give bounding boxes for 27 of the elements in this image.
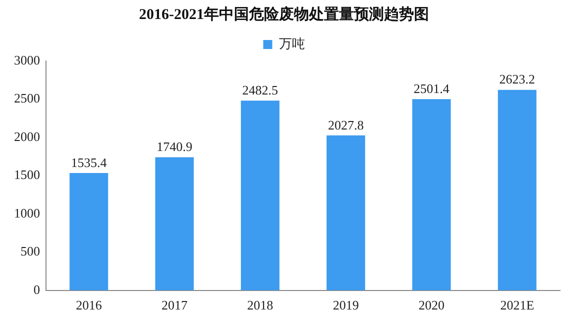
data-label: 1535.4 <box>70 154 108 170</box>
y-tick-label: 2000 <box>14 128 40 144</box>
data-label: 2623.2 <box>499 72 536 87</box>
y-tick-label: 1500 <box>14 167 40 182</box>
data-label: 2027.8 <box>328 117 364 132</box>
data-label: 2482.5 <box>242 82 278 98</box>
x-tick-label: 2020 <box>418 298 444 313</box>
y-tick-label: 1000 <box>14 205 40 220</box>
x-tick-label: 2019 <box>332 298 359 313</box>
x-tick-label: 2021E <box>500 298 534 313</box>
data-label: 1740.9 <box>156 139 192 154</box>
y-tick-label: 500 <box>20 244 40 259</box>
y-tick-label: 3000 <box>14 52 40 68</box>
data-label: 2501.4 <box>414 81 450 96</box>
bar <box>240 100 280 290</box>
bar <box>498 90 536 290</box>
bar <box>155 157 194 290</box>
y-tick-label: 2500 <box>14 90 40 106</box>
x-tick-label: 2017 <box>162 298 188 313</box>
legend-label: 万吨 <box>278 36 305 51</box>
bar <box>326 135 366 290</box>
bar <box>412 99 451 290</box>
x-tick-label: 2018 <box>247 298 274 313</box>
chart-title: 2016-2021年中国危险废物处置量预测趋势图 <box>139 4 429 23</box>
y-tick-label: 0 <box>34 282 40 297</box>
x-tick-label: 2016 <box>76 298 102 313</box>
bar <box>70 172 108 290</box>
